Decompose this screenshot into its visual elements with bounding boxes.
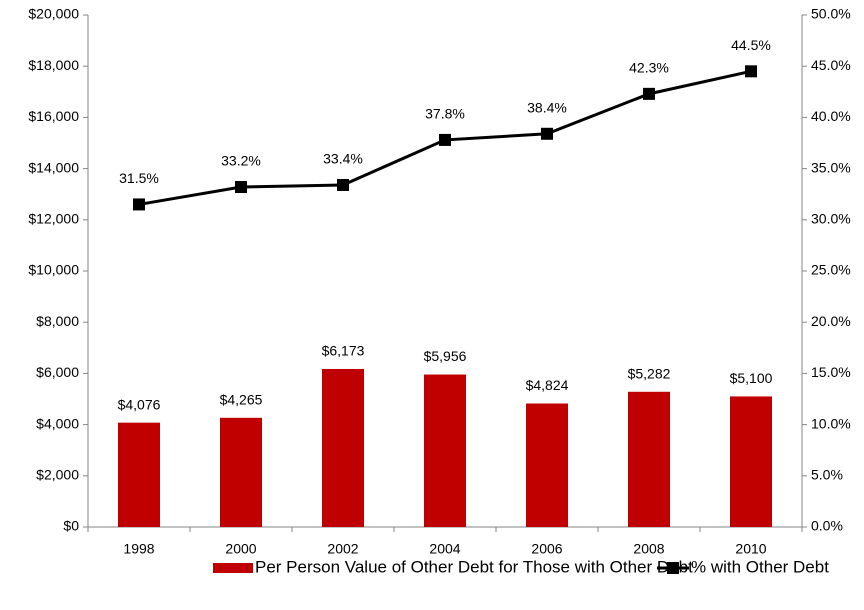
line-value-label: 33.2% <box>221 153 261 169</box>
y2-tick-label: 35.0% <box>811 159 851 175</box>
bar-value-label: $4,076 <box>118 396 161 412</box>
y2-tick-label: 50.0% <box>811 6 851 22</box>
legend-label: Per Person Value of Other Debt for Those… <box>255 557 693 576</box>
x-tick-label: 1998 <box>123 541 154 557</box>
bar-value-label: $5,956 <box>424 348 467 364</box>
y-tick-label: $2,000 <box>36 467 79 483</box>
line-value-label: 37.8% <box>425 106 465 122</box>
x-tick-label: 2010 <box>735 541 766 557</box>
legend-swatch <box>667 562 679 574</box>
y2-tick-label: 10.0% <box>811 415 851 431</box>
y2-tick-label: 45.0% <box>811 57 851 73</box>
bar <box>322 368 364 527</box>
y2-tick-label: 15.0% <box>811 364 851 380</box>
y2-tick-label: 40.0% <box>811 108 851 124</box>
legend-label: % with Other Debt <box>691 557 829 576</box>
line-marker <box>541 127 553 140</box>
y2-tick-label: 5.0% <box>811 467 843 483</box>
y2-tick-label: 20.0% <box>811 313 851 329</box>
line-value-label: 31.5% <box>119 170 159 186</box>
line-marker <box>337 178 349 191</box>
x-tick-label: 2002 <box>327 541 358 557</box>
line-value-label: 38.4% <box>527 99 567 115</box>
y-tick-label: $8,000 <box>36 313 79 329</box>
bar <box>424 374 466 527</box>
bar <box>526 403 568 527</box>
bar-value-label: $6,173 <box>322 343 365 359</box>
line-marker <box>439 133 451 146</box>
x-tick-label: 2008 <box>633 541 664 557</box>
bar <box>118 422 160 527</box>
y2-tick-label: 0.0% <box>811 518 843 534</box>
x-tick-label: 2004 <box>429 541 460 557</box>
line-value-label: 33.4% <box>323 151 363 167</box>
y2-tick-label: 25.0% <box>811 262 851 278</box>
bar-value-label: $5,282 <box>628 365 671 381</box>
line-value-label: 44.5% <box>731 37 771 53</box>
y-tick-label: $4,000 <box>36 415 79 431</box>
legend-swatch <box>213 563 253 573</box>
x-tick-label: 2006 <box>531 541 562 557</box>
y-tick-label: $10,000 <box>28 262 79 278</box>
y-tick-label: $6,000 <box>36 364 79 380</box>
x-tick-label: 2000 <box>225 541 256 557</box>
y-tick-label: $18,000 <box>28 57 79 73</box>
bar <box>730 396 772 527</box>
bar-value-label: $4,824 <box>526 377 569 393</box>
y-tick-label: $14,000 <box>28 159 79 175</box>
y-tick-label: $0 <box>63 518 79 534</box>
line-marker <box>235 181 247 194</box>
y-tick-label: $12,000 <box>28 211 79 227</box>
line-marker <box>133 198 145 211</box>
bar-value-label: $4,265 <box>220 392 263 408</box>
y2-tick-label: 30.0% <box>811 211 851 227</box>
line-marker <box>745 65 757 78</box>
line-value-label: 42.3% <box>629 60 669 76</box>
bar <box>220 417 262 527</box>
line-marker <box>643 87 655 100</box>
y-tick-label: $16,000 <box>28 108 79 124</box>
bar-value-label: $5,100 <box>730 370 773 386</box>
y-tick-label: $20,000 <box>28 6 79 22</box>
bar <box>628 391 670 527</box>
